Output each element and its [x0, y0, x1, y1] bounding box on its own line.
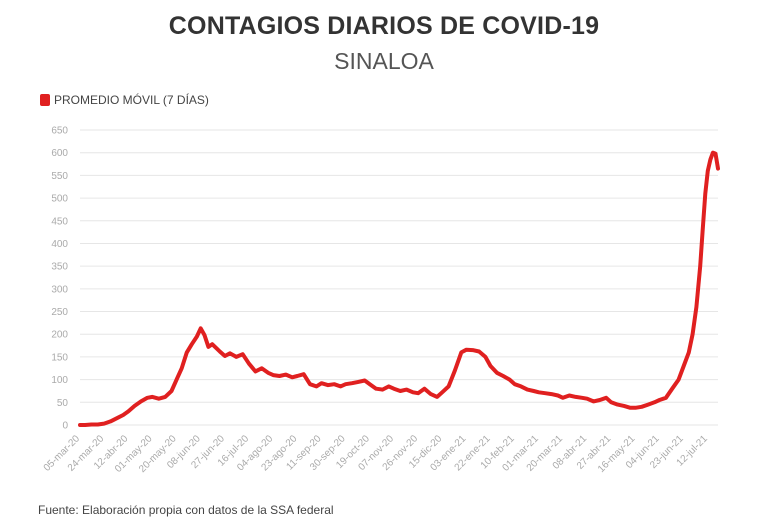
chart-subtitle: SINALOA: [334, 48, 434, 74]
y-tick-label: 400: [51, 239, 68, 250]
y-tick-label: 500: [51, 194, 68, 205]
y-tick-label: 550: [51, 171, 68, 182]
y-tick-label: 600: [51, 148, 68, 159]
chart-legend: PROMEDIO MÓVIL (7 DÍAS): [40, 93, 209, 107]
series-group: [78, 150, 720, 427]
y-tick-label: 300: [51, 284, 68, 295]
legend-label: PROMEDIO MÓVIL (7 DÍAS): [54, 93, 209, 107]
x-axis: 05-mar-2024-mar-2012-abr-2001-may-2020-m…: [42, 433, 711, 475]
chart-title: CONTAGIOS DIARIOS DE COVID-19: [168, 12, 600, 40]
y-tick-label: 350: [51, 262, 68, 273]
y-tick-label: 200: [51, 330, 68, 341]
series-line: [78, 150, 720, 427]
y-tick-label: 150: [51, 352, 68, 363]
y-tick-label: 650: [51, 126, 68, 137]
y-tick-label: 50: [57, 398, 69, 409]
source-note: Fuente: Elaboración propia con datos de …: [38, 503, 334, 517]
y-tick-label: 250: [51, 307, 68, 318]
y-tick-label: 450: [51, 216, 68, 227]
y-axis: 0 50 100 150 200 250 300 350 400 450 500 550 600 650: [51, 126, 68, 432]
y-tick-label: 100: [51, 375, 68, 386]
y-tick-label: 0: [62, 421, 68, 432]
legend-swatch-icon: [40, 94, 50, 106]
